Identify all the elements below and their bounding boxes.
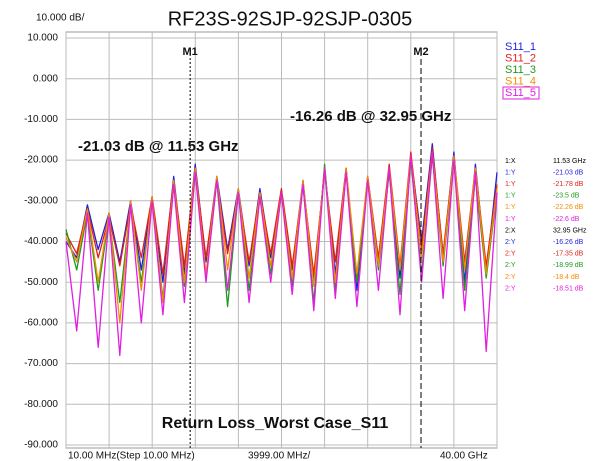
marker-value: -23.5 dB	[553, 193, 580, 200]
legend-entry: S11_4	[505, 75, 536, 87]
marker-label: M2	[413, 46, 428, 58]
x-center-label: 3999.00 MHz/	[248, 451, 310, 461]
marker-value: 11.53 GHz	[553, 158, 586, 165]
marker-key: 1:Y	[505, 169, 516, 176]
legend-selection-box	[502, 86, 540, 100]
y-tick-label: -70.000	[24, 358, 58, 369]
annotation: Return Loss_Worst Case_S11	[162, 415, 389, 432]
scale-label: 10.000 dB/	[36, 13, 85, 24]
y-tick-label: 0.000	[33, 73, 58, 84]
y-tick-label: -80.000	[24, 399, 58, 410]
marker-value: -18.99 dB	[553, 262, 584, 269]
marker-key: 1:Y	[505, 181, 516, 188]
y-tick-label: -30.000	[24, 195, 58, 206]
marker-key: 1:X	[505, 158, 516, 165]
marker-label: M1	[183, 46, 198, 58]
y-tick-label: -20.000	[24, 155, 58, 166]
marker-value: -18.51 dB	[553, 285, 584, 292]
marker-value: -21.03 dB	[553, 169, 584, 176]
marker-key: 2:Y	[505, 285, 516, 292]
y-tick-label: -40.000	[24, 236, 58, 247]
y-tick-label: -50.000	[24, 277, 58, 288]
marker-value: -17.35 dB	[553, 251, 584, 258]
marker-key: 2:X	[505, 227, 516, 234]
marker-key: 2:Y	[505, 239, 516, 246]
marker-value: 32.95 GHz	[553, 227, 587, 234]
marker-key: 2:Y	[505, 251, 516, 258]
legend-entry: S11_2	[505, 52, 536, 64]
trace	[65, 147, 498, 283]
marker-value: -22.6 dB	[553, 216, 580, 223]
marker-key: 2:Y	[505, 274, 516, 281]
chart-title: RF23S-92SJP-92SJP-0305	[168, 8, 413, 30]
y-tick-label: -90.000	[24, 440, 58, 451]
marker-key: 1:Y	[505, 204, 516, 211]
y-tick-label: -10.000	[24, 114, 58, 125]
annotation: -16.26 dB @ 32.95 GHz	[290, 108, 451, 125]
marker-key: 1:Y	[505, 193, 516, 200]
marker-value: -16.26 dB	[553, 239, 584, 246]
marker-value: -18.4 dB	[553, 274, 580, 281]
legend-entry: S11_1	[505, 41, 536, 53]
annotation: -21.03 dB @ 11.53 GHz	[78, 138, 239, 155]
legend-entry: S11_3	[505, 64, 536, 76]
legend-entry: S11_5	[505, 87, 536, 99]
x-stop-label: 40.00 GHz	[440, 451, 488, 461]
marker-key: 2:Y	[505, 262, 516, 269]
marker-value: -21.78 dB	[553, 181, 584, 188]
marker-key: 1:Y	[505, 216, 516, 223]
marker-value: -22.26 dB	[553, 204, 584, 211]
trace	[65, 151, 498, 357]
y-tick-label: -60.000	[24, 318, 58, 329]
y-tick-label: 10.000	[27, 33, 58, 44]
x-start-label: 10.00 MHz(Step 10.00 MHz)	[68, 451, 195, 461]
